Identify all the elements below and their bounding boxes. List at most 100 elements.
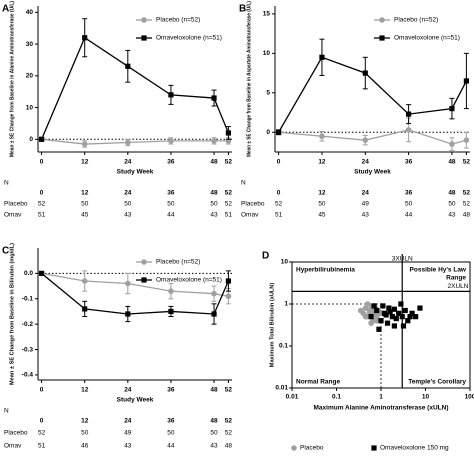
data-point (38, 136, 45, 142)
x-tick-label: 1 (379, 394, 383, 401)
table-cell: 43 (210, 212, 218, 219)
table-week: 12 (81, 190, 89, 197)
x-tick-label: 12 (318, 159, 326, 166)
data-point (383, 312, 389, 318)
y-tick-label: -0.2 (22, 321, 34, 328)
table-header: N (241, 180, 246, 187)
panel-label: B (239, 4, 246, 15)
table-week: 24 (124, 190, 132, 197)
data-point (81, 278, 88, 284)
x-tick-label: 0.1 (332, 394, 341, 401)
table-week: 52 (463, 190, 471, 197)
data-point (125, 139, 131, 146)
table-cell: 49 (124, 430, 132, 437)
data-point (384, 320, 391, 326)
table-week: 24 (124, 418, 132, 425)
x-axis-label: Maximum Alanine Aminotransferase (xULN) (314, 405, 449, 412)
table-week: 0 (40, 190, 44, 197)
y-axis-label: Mean ± SE Change from Baseline in Biliru… (9, 243, 15, 385)
data-point (405, 318, 411, 324)
y-tick-label: 10 (281, 259, 289, 266)
data-point (362, 313, 369, 320)
y-tick-label: 10 (263, 50, 271, 57)
x-tick-label: 48 (210, 387, 218, 394)
quadrant-label: Temple's Corollary (408, 379, 466, 386)
table-cell: 50 (318, 201, 326, 208)
data-point (380, 303, 386, 309)
data-point (168, 308, 174, 315)
data-point (463, 78, 469, 84)
x-tick-label: 24 (362, 159, 370, 166)
y-tick-label: 5 (266, 90, 270, 97)
table-cell: 43 (210, 443, 218, 450)
x-axis-label: Study Week (117, 169, 154, 176)
data-point (449, 141, 455, 147)
y-tick-label: 0 (29, 136, 33, 143)
legend-label: Placebo (n=52) (156, 17, 200, 24)
x-tick-label: 100 (465, 394, 474, 401)
data-point (391, 306, 397, 312)
table-row-label: Placebo (4, 430, 28, 437)
table-week: 0 (40, 418, 44, 425)
table-cell: 44 (405, 212, 413, 219)
legend-label: Omaveloxolone (n=51) (394, 35, 460, 42)
data-point (362, 137, 369, 143)
y-tick-label: 0 (266, 129, 270, 136)
data-point (168, 288, 174, 294)
x-tick-label: 0.01 (286, 394, 299, 401)
data-point (319, 54, 325, 60)
data-point (225, 293, 232, 300)
data-point (168, 138, 174, 144)
y-tick-label: -0.3 (22, 346, 34, 353)
x-tick-label: 52 (225, 159, 233, 166)
quadrant-label: Possible Hy's Law (410, 267, 467, 274)
y-tick-label: 30 (26, 41, 34, 48)
y-tick-label: 0.01 (275, 385, 288, 392)
data-point (276, 129, 282, 135)
y-tick-label: 15 (263, 11, 271, 18)
x-tick-label: 52 (225, 387, 233, 394)
data-point (125, 311, 131, 317)
x-tick-label: 36 (405, 159, 413, 166)
y-tick-label: 0.0 (24, 270, 33, 277)
table-cell: 52 (463, 201, 471, 208)
y-axis-label: Mean ± SE Change from Baseline in Aspart… (246, 1, 252, 157)
legend-label: Omaveloxolone (n=51) (156, 35, 222, 42)
table-week: 12 (318, 190, 326, 197)
x-axis-label: Study Week (117, 397, 154, 404)
table-cell: 52 (225, 430, 233, 437)
data-point (319, 133, 325, 140)
data-point (396, 310, 402, 316)
legend-label: Omaveloxolone 150 mg (380, 445, 449, 452)
table-cell: 52 (38, 430, 46, 437)
table-row-label: Placebo (241, 201, 265, 208)
data-point (211, 311, 217, 317)
y-tick-label: 40 (26, 9, 34, 16)
legend-label: Omaveloxolone (n=51) (156, 277, 222, 284)
table-header: N (4, 408, 9, 415)
table-week: 24 (362, 190, 370, 197)
x-tick-label: 0 (40, 387, 44, 394)
table-row-label: Omav (4, 212, 22, 219)
x-tick-label: 24 (124, 387, 132, 394)
y-axis-label: Maximum Total Bilirubin (xULN) (269, 283, 275, 368)
data-point (38, 270, 45, 276)
data-point (371, 303, 377, 309)
table-week: 36 (167, 418, 175, 425)
y-tick-label: 20 (26, 73, 34, 80)
data-point (407, 314, 413, 320)
table-cell: 49 (362, 201, 370, 208)
table-cell: 50 (81, 430, 89, 437)
x-tick-label: 36 (167, 159, 175, 166)
x-tick-label: 52 (463, 159, 471, 166)
table-week: 52 (225, 418, 233, 425)
data-point (225, 130, 232, 136)
legend-marker (141, 35, 147, 41)
data-point (225, 278, 232, 284)
table-week: 0 (277, 190, 281, 197)
legend-label: Placebo (300, 445, 324, 452)
data-point (168, 92, 174, 98)
table-cell: 52 (38, 201, 46, 208)
table-week: 12 (81, 418, 89, 425)
table-cell: 50 (448, 201, 456, 208)
